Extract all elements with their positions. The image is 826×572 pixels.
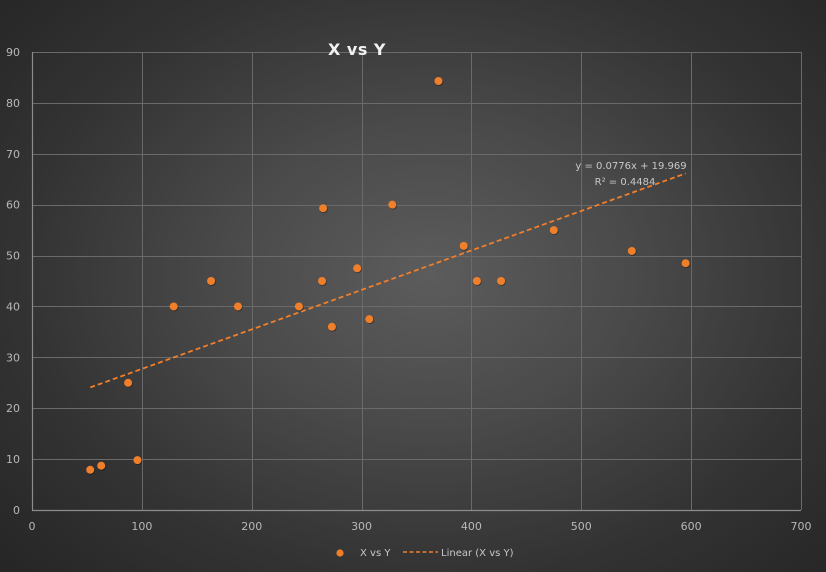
y-tick-label: 50	[6, 250, 20, 263]
data-point	[318, 277, 327, 285]
x-tick-label: 700	[791, 520, 812, 533]
x-tick-label: 500	[571, 520, 592, 533]
x-tick-label: 300	[351, 520, 372, 533]
data-point	[459, 241, 468, 250]
data-points	[86, 77, 691, 475]
data-point	[681, 259, 690, 268]
data-point	[353, 264, 362, 273]
chart-title: X vs Y	[328, 40, 386, 59]
x-tick-label: 600	[681, 520, 702, 533]
data-point	[133, 456, 142, 465]
legend-item-trendline: Linear (X vs Y)	[441, 548, 514, 559]
data-point	[365, 315, 374, 324]
legend-item-series: X vs Y	[360, 548, 391, 559]
x-tick-label: 400	[461, 520, 482, 533]
data-point	[97, 461, 106, 470]
y-tick-label: 90	[6, 46, 20, 59]
y-tick-label: 70	[6, 148, 20, 161]
data-point	[233, 302, 242, 311]
y-tick-label: 0	[13, 504, 20, 517]
trendline	[89, 172, 686, 389]
gridlines	[32, 52, 802, 510]
data-point	[497, 277, 506, 285]
data-point	[627, 246, 636, 255]
x-tick-label: 200	[241, 520, 262, 533]
trendline-dashed	[89, 172, 686, 389]
x-tick-label: 100	[131, 520, 152, 533]
trendline-r-squared: R² = 0.4484	[595, 177, 656, 188]
data-point	[472, 277, 481, 285]
y-tick-label: 20	[6, 402, 20, 415]
data-point	[319, 204, 328, 213]
legend: X vs Y Linear (X vs Y)	[336, 548, 514, 559]
y-tick-label: 30	[6, 351, 20, 364]
data-point	[207, 277, 216, 285]
data-point	[124, 378, 133, 387]
x-tick-label: 0	[29, 520, 36, 533]
legend-dot-icon	[336, 549, 344, 557]
data-point	[86, 465, 95, 474]
trendline-equation: y = 0.0776x + 19.969	[575, 161, 686, 172]
data-point	[388, 200, 397, 209]
data-point	[327, 322, 336, 331]
tick-labels: 0 10 20 30 40 50 60 70 80 90 0 100 200 300 400 500 600 70…	[6, 46, 812, 533]
y-tick-label: 40	[6, 300, 20, 313]
data-point	[549, 226, 558, 235]
data-point	[294, 302, 303, 311]
data-point	[434, 77, 443, 86]
data-point	[169, 302, 178, 311]
axes	[31, 52, 801, 512]
y-tick-label: 10	[6, 453, 20, 466]
y-tick-label: 60	[6, 199, 20, 212]
y-tick-label: 80	[6, 97, 20, 110]
